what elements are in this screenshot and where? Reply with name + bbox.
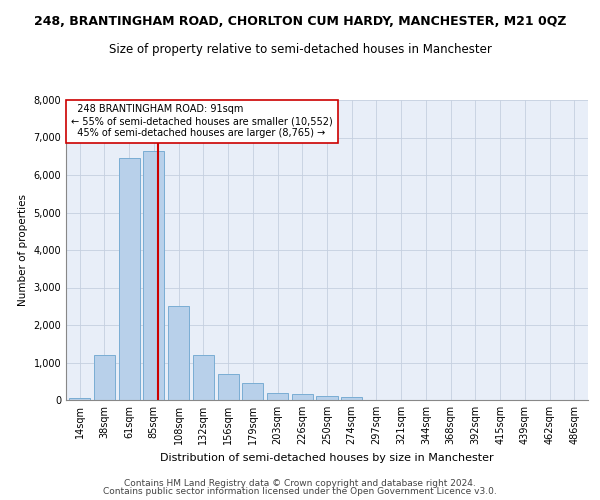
Y-axis label: Number of properties: Number of properties <box>18 194 28 306</box>
Bar <box>193 355 214 400</box>
X-axis label: Distribution of semi-detached houses by size in Manchester: Distribution of semi-detached houses by … <box>160 452 494 462</box>
Bar <box>119 158 140 400</box>
Bar <box>94 355 115 400</box>
Bar <box>341 396 362 400</box>
Bar <box>242 383 263 400</box>
Text: Size of property relative to semi-detached houses in Manchester: Size of property relative to semi-detach… <box>109 42 491 56</box>
Bar <box>316 396 338 400</box>
Bar <box>292 394 313 400</box>
Bar <box>69 398 90 400</box>
Bar <box>267 392 288 400</box>
Text: 248, BRANTINGHAM ROAD, CHORLTON CUM HARDY, MANCHESTER, M21 0QZ: 248, BRANTINGHAM ROAD, CHORLTON CUM HARD… <box>34 15 566 28</box>
Text: 248 BRANTINGHAM ROAD: 91sqm
← 55% of semi-detached houses are smaller (10,552)
 : 248 BRANTINGHAM ROAD: 91sqm ← 55% of sem… <box>71 104 333 138</box>
Text: Contains HM Land Registry data © Crown copyright and database right 2024.: Contains HM Land Registry data © Crown c… <box>124 478 476 488</box>
Text: Contains public sector information licensed under the Open Government Licence v3: Contains public sector information licen… <box>103 487 497 496</box>
Bar <box>143 150 164 400</box>
Bar <box>218 374 239 400</box>
Bar <box>168 306 189 400</box>
